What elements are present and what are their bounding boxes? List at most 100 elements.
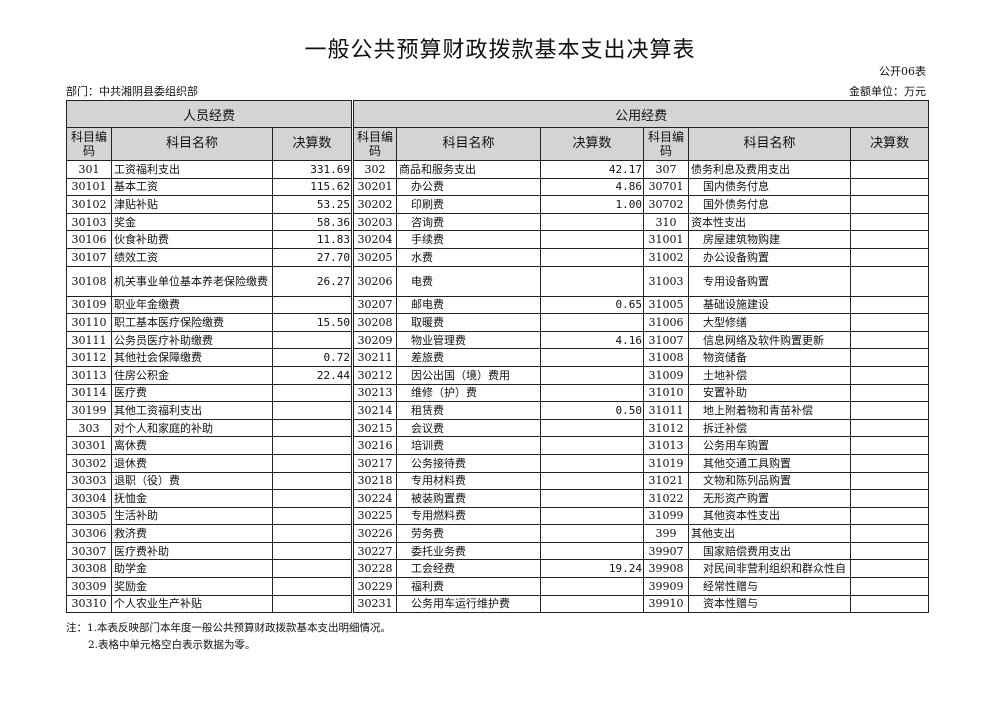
public2-name-cell: 资本性支出 — [688, 212, 852, 232]
personnel-code-cell: 30114 — [66, 383, 112, 403]
personnel-name-cell: 其他工资福利支出 — [111, 401, 273, 420]
personnel-code-cell: 30306 — [66, 524, 112, 543]
public2-amount-cell — [850, 418, 930, 438]
code-header: 科目编码 — [643, 127, 690, 161]
public-name-cell: 商品和服务支出 — [396, 160, 542, 179]
personnel-amount-cell: 27.70 — [271, 247, 355, 267]
public2-amount-cell — [850, 383, 930, 403]
public-amount-cell — [540, 436, 645, 455]
department-label: 部门：中共湘阴县委组织部 — [66, 85, 198, 98]
public2-amount-cell — [850, 348, 930, 367]
public-amount-cell — [540, 230, 645, 249]
personnel-name-cell: 其他社会保障缴费 — [111, 348, 273, 367]
public-amount-cell: 4.16 — [540, 330, 645, 350]
personnel-code-cell: 30303 — [66, 471, 112, 491]
public-name-cell: 被装购置费 — [396, 489, 542, 508]
personnel-amount-cell: 115.62 — [271, 177, 355, 197]
table-row: 30306 救济费 30226 劳务费 399 其他支出 — [66, 524, 930, 543]
public2-code-cell: 31012 — [643, 418, 690, 438]
personnel-amount-cell — [271, 330, 355, 350]
public-amount-cell: 42.17 — [540, 160, 645, 179]
public2-code-cell: 31006 — [643, 313, 690, 332]
public-name-cell: 水费 — [396, 247, 542, 267]
public2-code-cell: 31010 — [643, 383, 690, 403]
public-name-cell: 专用燃料费 — [396, 506, 542, 526]
public2-name-cell: 安置补助 — [688, 383, 852, 403]
amount-header: 决算数 — [271, 127, 355, 161]
table-row: 30109 职业年金缴费 30207 邮电费 0.65 31005 基础设施建设 — [66, 295, 930, 315]
public2-name-cell: 拆迁补偿 — [688, 418, 852, 438]
public-code-cell: 30216 — [352, 436, 398, 455]
personnel-name-cell: 对个人和家庭的补助 — [111, 418, 273, 438]
name-header: 科目名称 — [111, 127, 273, 161]
personnel-name-cell: 伙食补助费 — [111, 230, 273, 249]
public2-code-cell: 31099 — [643, 506, 690, 526]
public-amount-cell — [540, 418, 645, 438]
public-amount-cell: 4.86 — [540, 177, 645, 197]
personnel-name-cell: 绩效工资 — [111, 247, 273, 267]
public-code-cell: 30205 — [352, 247, 398, 267]
public2-amount-cell — [850, 160, 930, 179]
public-amount-cell — [540, 265, 645, 297]
public-name-cell: 邮电费 — [396, 295, 542, 315]
public2-code-cell: 31022 — [643, 489, 690, 508]
public2-code-cell: 307 — [643, 160, 690, 179]
personnel-name-cell: 职工基本医疗保险缴费 — [111, 313, 273, 332]
public2-name-cell: 资本性赠与 — [688, 594, 852, 614]
public-name-cell: 办公费 — [396, 177, 542, 197]
public2-amount-cell — [850, 471, 930, 491]
public-amount-cell — [540, 541, 645, 561]
public-amount-cell — [540, 489, 645, 508]
public2-name-cell: 经常性赠与 — [688, 577, 852, 596]
personnel-name-cell: 职业年金缴费 — [111, 295, 273, 315]
public2-amount-cell — [850, 177, 930, 197]
public2-code-cell: 31021 — [643, 471, 690, 491]
personnel-name-cell: 抚恤金 — [111, 489, 273, 508]
personnel-code-cell: 303 — [66, 418, 112, 438]
public2-amount-cell — [850, 577, 930, 596]
public-name-cell: 电费 — [396, 265, 542, 297]
personnel-name-cell: 退休费 — [111, 453, 273, 473]
personnel-code-cell: 30101 — [66, 177, 112, 197]
public-code-cell: 30204 — [352, 230, 398, 249]
public-amount-cell — [540, 313, 645, 332]
table-row: 30106 伙食补助费 11.83 30204 手续费 31001 房屋建筑物购建 — [66, 230, 930, 249]
amount-header: 决算数 — [850, 127, 930, 161]
personnel-amount-cell: 58.36 — [271, 212, 355, 232]
public2-name-cell: 国家赔偿费用支出 — [688, 541, 852, 561]
public2-amount-cell — [850, 559, 930, 579]
code-header: 科目编码 — [66, 127, 112, 161]
personnel-amount-cell — [271, 524, 355, 543]
table-row: 30111 公务员医疗补助缴费 30209 物业管理费 4.16 31007 信息网络及软件… — [66, 330, 930, 350]
personnel-code-cell: 30103 — [66, 212, 112, 232]
public-amount-cell — [540, 383, 645, 403]
public2-name-cell: 债务利息及费用支出 — [688, 160, 852, 179]
public-name-cell: 专用材料费 — [396, 471, 542, 491]
personnel-amount-cell — [271, 383, 355, 403]
public2-code-cell: 31019 — [643, 453, 690, 473]
name-header: 科目名称 — [396, 127, 542, 161]
public-name-cell: 租赁费 — [396, 401, 542, 420]
public-amount-cell — [540, 212, 645, 232]
personnel-amount-cell — [271, 471, 355, 491]
public-name-cell: 委托业务费 — [396, 541, 542, 561]
public-name-cell: 差旅费 — [396, 348, 542, 367]
table-row: 30309 奖励金 30229 福利费 39909 经常性赠与 — [66, 577, 930, 596]
public2-amount-cell — [850, 230, 930, 249]
public-code-cell: 30202 — [352, 195, 398, 214]
personnel-code-cell: 30304 — [66, 489, 112, 508]
table-row: 30304 抚恤金 30224 被装购置费 31022 无形资产购置 — [66, 489, 930, 508]
public2-name-cell: 地上附着物和青苗补偿 — [688, 401, 852, 420]
public-name-cell: 物业管理费 — [396, 330, 542, 350]
public2-amount-cell — [850, 330, 930, 350]
public2-name-cell: 其他支出 — [688, 524, 852, 543]
public2-amount-cell — [850, 195, 930, 214]
public-name-cell: 会议费 — [396, 418, 542, 438]
public2-amount-cell — [850, 247, 930, 267]
personnel-code-cell: 30110 — [66, 313, 112, 332]
personnel-amount-cell — [271, 295, 355, 315]
note-1: 注：1.本表反映部门本年度一般公共预算财政拨款基本支出明细情况。 — [66, 622, 392, 634]
public-code-cell: 30226 — [352, 524, 398, 543]
public-name-cell: 工会经费 — [396, 559, 542, 579]
public-code-cell: 30214 — [352, 401, 398, 420]
